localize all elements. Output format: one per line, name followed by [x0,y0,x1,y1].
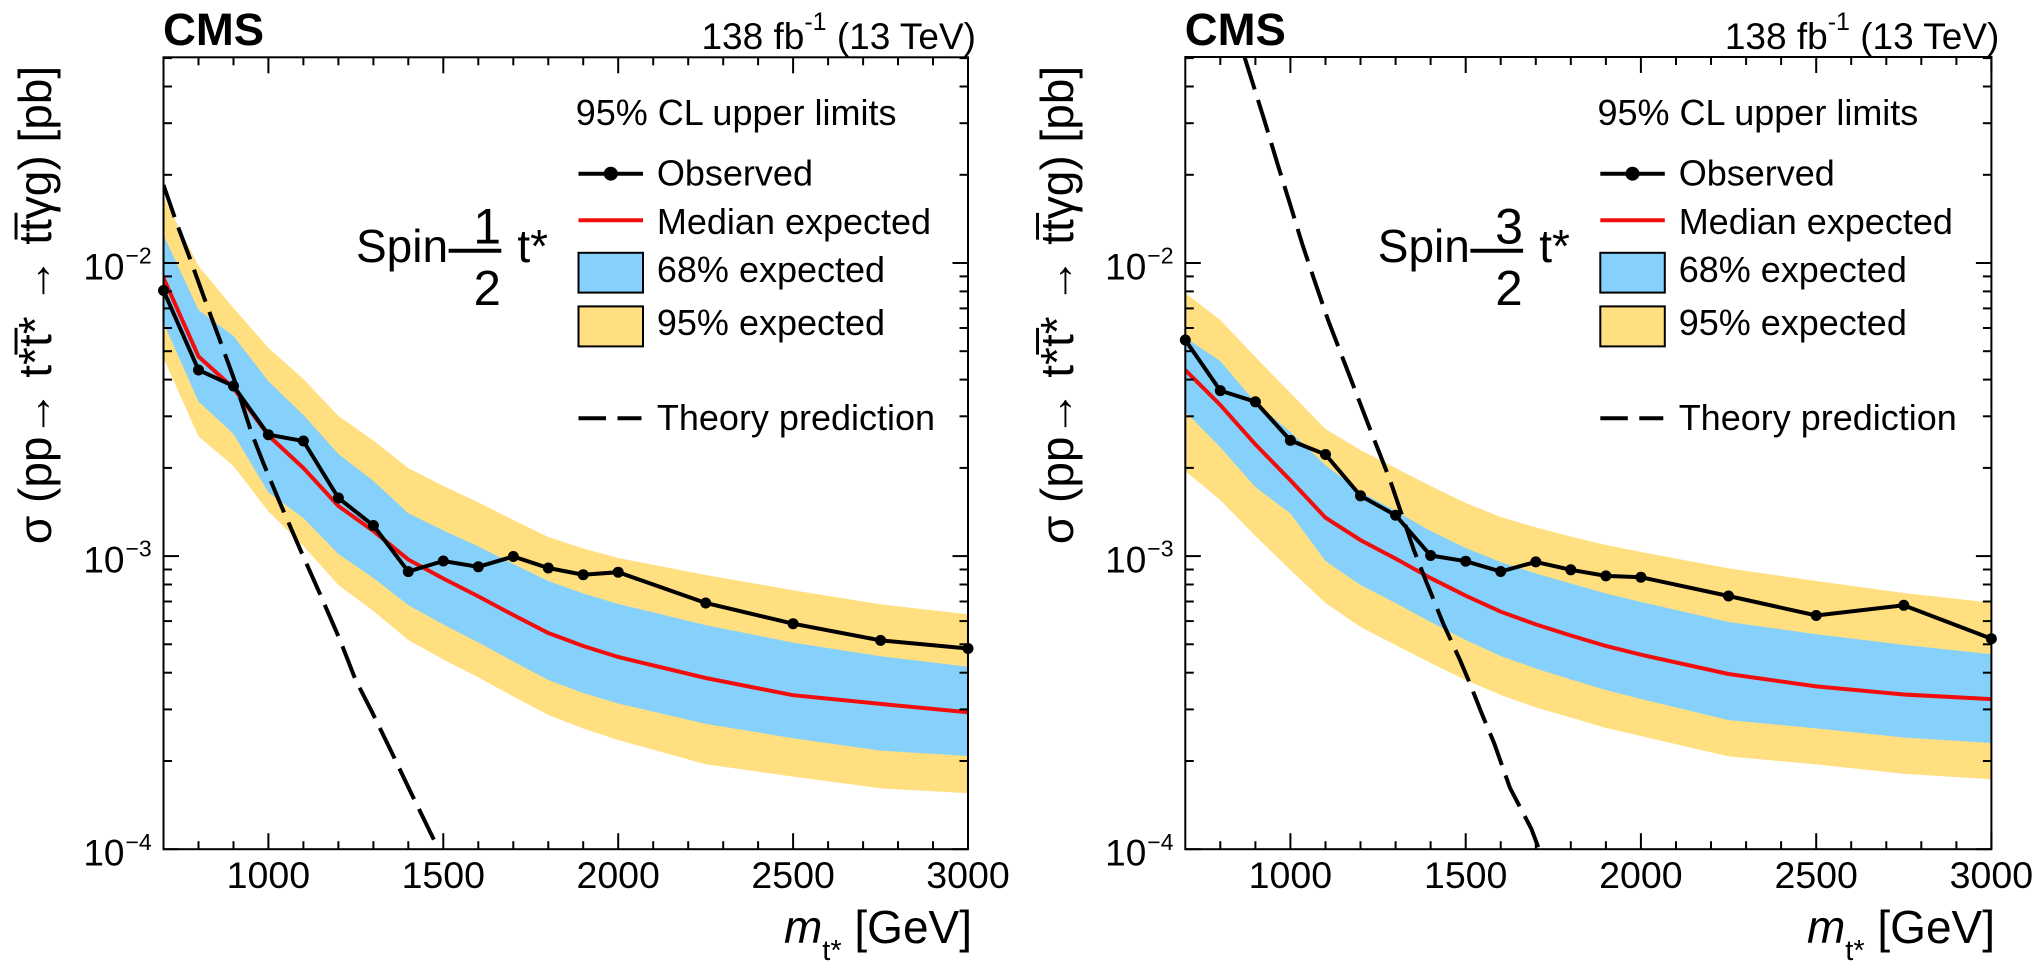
svg-text:10: 10 [1105,247,1146,288]
svg-text:CMS: CMS [1185,4,1286,55]
svg-text:2500: 2500 [1774,854,1857,896]
svg-text:1500: 1500 [1424,854,1507,896]
svg-text:Theory prediction: Theory prediction [657,397,935,438]
svg-text:10: 10 [1105,833,1146,874]
svg-text:10: 10 [83,247,124,288]
svg-text:1500: 1500 [402,854,485,896]
svg-text:2: 2 [474,262,501,316]
svg-text:mt* [GeV]: mt* [GeV] [784,901,972,967]
svg-text:95% expected: 95% expected [657,302,885,343]
svg-text:−4: −4 [126,829,152,855]
svg-text:1: 1 [473,199,501,255]
svg-text:−3: −3 [1147,536,1173,562]
svg-text:Spin: Spin [356,220,448,272]
svg-text:138 fb-1 (13 TeV): 138 fb-1 (13 TeV) [1725,8,2000,57]
svg-text:68% expected: 68% expected [1679,249,1907,290]
svg-text:−2: −2 [1147,243,1173,269]
svg-text:10: 10 [83,540,124,581]
svg-text:Observed: Observed [1679,153,1835,194]
svg-text:2500: 2500 [751,854,834,896]
svg-text:1000: 1000 [227,854,310,896]
svg-text:Theory prediction: Theory prediction [1679,397,1957,438]
svg-text:95% CL upper limits: 95% CL upper limits [576,92,897,133]
svg-text:Spin: Spin [1378,220,1470,272]
svg-text:3: 3 [1495,199,1523,255]
svg-text:95% expected: 95% expected [1679,302,1907,343]
svg-text:3000: 3000 [926,854,1009,896]
svg-text:3000: 3000 [1950,854,2032,896]
svg-text:Median expected: Median expected [1679,201,1953,242]
svg-text:10: 10 [83,833,124,874]
svg-text:Observed: Observed [657,153,813,194]
svg-text:−2: −2 [126,243,152,269]
svg-text:138 fb-1 (13 TeV): 138 fb-1 (13 TeV) [701,8,976,57]
svg-text:σ (pp→ t*t̅* → tt̅γg) [pb]: σ (pp→ t*t̅* → tt̅γg) [pb] [1031,66,1083,544]
svg-text:σ (pp→ t*t̅* → tt̅γg) [pb]: σ (pp→ t*t̅* → tt̅γg) [pb] [9,66,61,544]
svg-text:Median expected: Median expected [657,201,931,242]
svg-text:−3: −3 [126,536,152,562]
svg-text:t*: t* [1539,220,1570,272]
svg-text:t*: t* [517,220,548,272]
svg-text:2: 2 [1495,262,1522,316]
svg-text:10: 10 [1105,540,1146,581]
svg-text:1000: 1000 [1249,854,1332,896]
svg-text:−4: −4 [1147,829,1173,855]
svg-text:68% expected: 68% expected [657,249,885,290]
svg-text:95% CL upper limits: 95% CL upper limits [1598,92,1919,133]
svg-text:2000: 2000 [576,854,659,896]
svg-text:2000: 2000 [1599,854,1682,896]
svg-text:CMS: CMS [163,4,264,55]
svg-text:mt* [GeV]: mt* [GeV] [1807,901,1995,967]
